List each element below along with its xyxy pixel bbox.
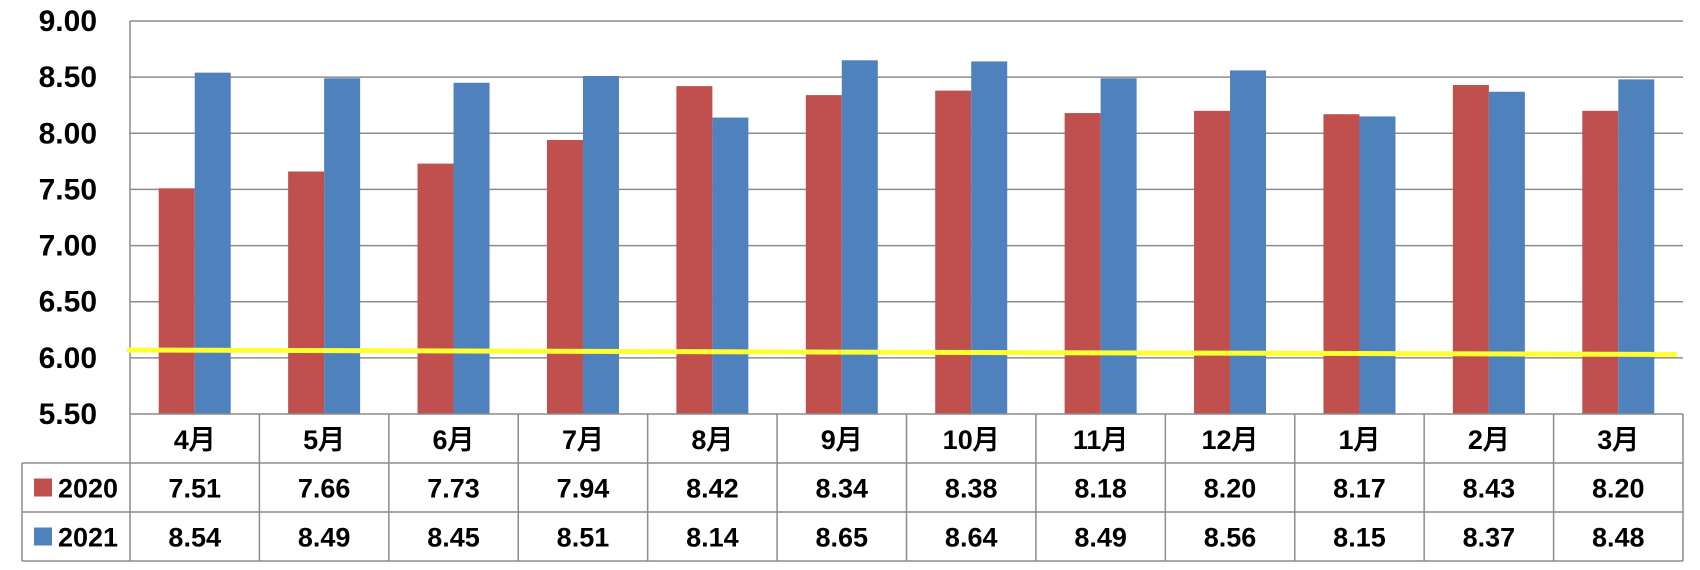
data-label-2020: 8.43 [1463, 474, 1516, 504]
data-label-2021: 8.45 [427, 523, 480, 553]
bar-2021 [712, 117, 749, 415]
y-tick-label: 8.50 [39, 61, 97, 94]
reference-line-stroke [126, 347, 1678, 357]
bar-2020 [676, 86, 713, 414]
legend-label-2020: 2020 [58, 474, 118, 504]
data-label-2020: 7.73 [427, 474, 480, 504]
data-table: 4月 5月 6月 7月 8月 9月 10月 11月 12月 1月 2月 3月 2020 7.51 7.66 7… [21, 413, 1684, 562]
x-category-label: 3月 [1597, 425, 1639, 455]
bar-2020 [1323, 114, 1360, 414]
bar-2021 [1100, 78, 1137, 414]
gridlines [129, 20, 1683, 414]
x-category-label: 2月 [1468, 425, 1510, 455]
legend-swatch-2020 [34, 478, 52, 497]
bar-2021 [453, 82, 490, 414]
y-tick-label: 7.50 [39, 173, 97, 206]
bar-2020 [935, 90, 972, 415]
bar-2020 [1582, 110, 1619, 414]
x-category-label: 5月 [303, 425, 345, 455]
data-label-2021: 8.49 [1074, 523, 1127, 553]
data-label-2021: 8.56 [1204, 523, 1257, 553]
data-label-2021: 8.14 [686, 523, 739, 553]
y-tick-label: 7.00 [39, 230, 97, 263]
bar-2020 [1064, 113, 1101, 415]
reference-line [126, 347, 1678, 357]
data-label-2020: 8.20 [1592, 474, 1645, 504]
bar-2021 [971, 61, 1008, 415]
data-label-2020: 8.17 [1333, 474, 1386, 504]
bar-2020 [805, 95, 842, 414]
bar-2020 [1194, 110, 1231, 414]
x-category-label: 9月 [821, 425, 863, 455]
x-category-label: 1月 [1338, 425, 1380, 455]
data-label-2020: 7.94 [557, 474, 610, 504]
x-category-label: 7月 [562, 425, 604, 455]
bar-2021 [1230, 70, 1267, 415]
x-category-label: 4月 [174, 425, 216, 455]
bar-2021 [1359, 116, 1396, 414]
legend-swatch-2021 [34, 527, 52, 546]
data-label-2021: 8.15 [1333, 523, 1386, 553]
data-label-2021: 8.65 [816, 523, 869, 553]
bar-2020 [546, 140, 583, 414]
x-category-label: 8月 [691, 425, 733, 455]
x-category-label: 11月 [1073, 425, 1129, 455]
data-label-2020: 8.42 [686, 474, 739, 504]
bars [158, 60, 1655, 415]
y-axis-ticks: 9.00 8.50 8.00 7.50 7.00 6.50 6.00 5.50 [39, 5, 97, 431]
bar-2021 [324, 78, 361, 414]
y-tick-label: 6.50 [39, 286, 97, 319]
data-label-2020: 7.66 [298, 474, 351, 504]
data-label-2020: 7.51 [168, 474, 221, 504]
x-category-label: 10月 [943, 425, 1000, 455]
y-tick-label: 9.00 [39, 5, 97, 38]
bar-2021 [1618, 79, 1655, 414]
data-label-2020: 8.18 [1074, 474, 1127, 504]
bar-2020 [158, 188, 195, 414]
bar-2021 [1488, 91, 1525, 415]
data-label-2020: 8.38 [945, 474, 998, 504]
bar-2020 [1452, 85, 1489, 414]
data-label-2021: 8.48 [1592, 523, 1645, 553]
bar-2021 [194, 72, 231, 414]
data-label-2021: 8.37 [1463, 523, 1516, 553]
bar-2021 [582, 76, 619, 415]
data-label-2020: 8.34 [816, 474, 869, 504]
x-category-label: 12月 [1202, 425, 1259, 455]
y-tick-label: 6.00 [39, 342, 97, 375]
data-label-2021: 8.51 [557, 523, 610, 553]
data-label-2020: 8.20 [1204, 474, 1257, 504]
data-label-2021: 8.54 [168, 523, 221, 553]
x-category-label: 6月 [433, 425, 475, 455]
y-tick-label: 8.00 [39, 117, 97, 150]
legend-label-2021: 2021 [58, 523, 118, 553]
bar-2021 [841, 60, 878, 415]
y-tick-label: 5.50 [39, 398, 97, 431]
data-label-2021: 8.49 [298, 523, 351, 553]
bar-2020 [288, 171, 325, 414]
bar-2020 [417, 163, 454, 414]
data-label-2021: 8.64 [945, 523, 998, 553]
